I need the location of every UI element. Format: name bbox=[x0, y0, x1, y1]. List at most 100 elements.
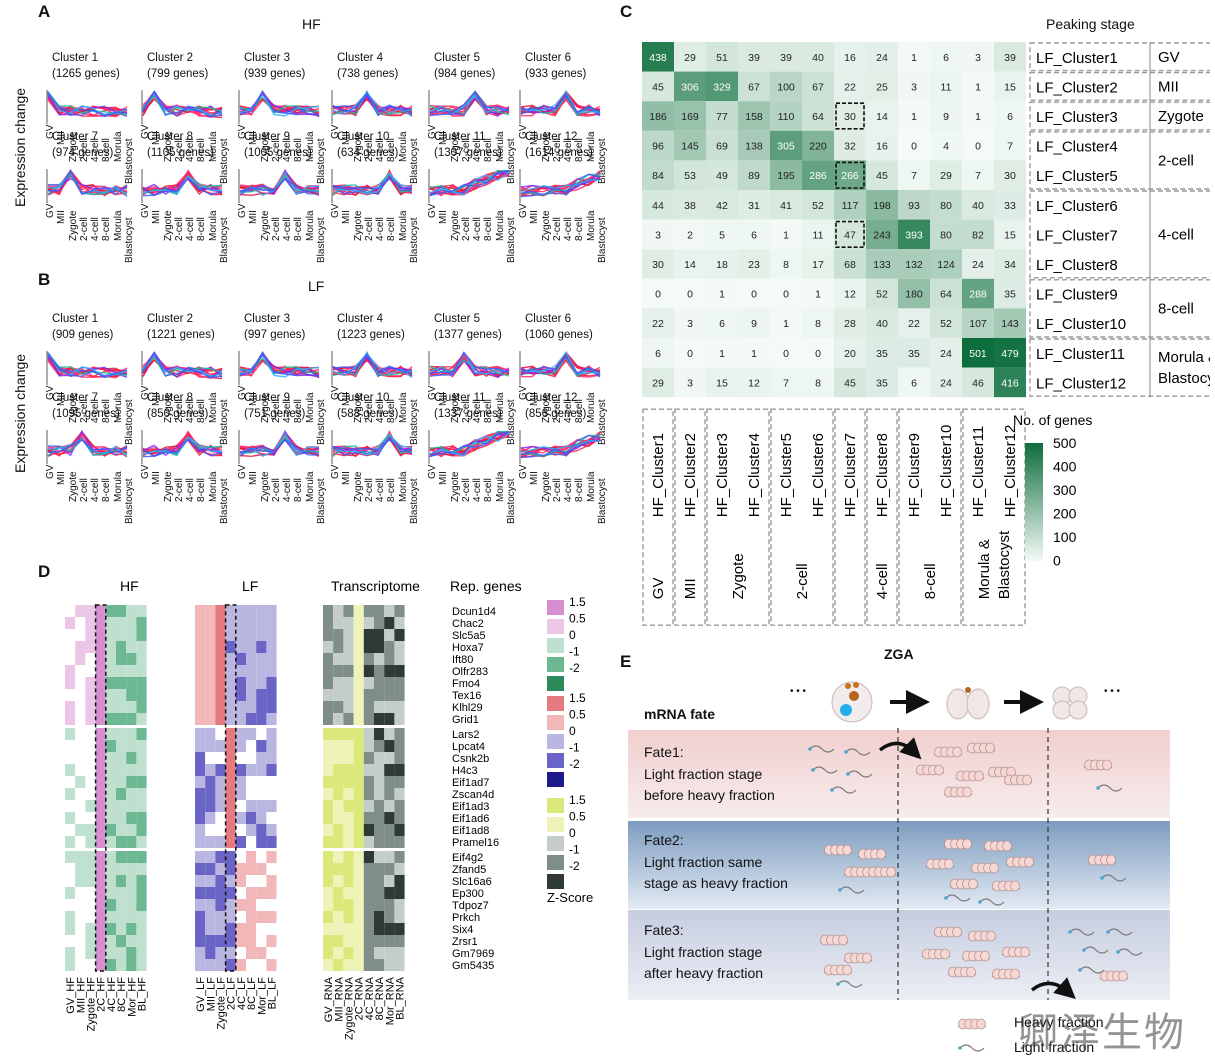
zscore-cell bbox=[215, 875, 226, 887]
heatmap-cell bbox=[738, 42, 770, 72]
lf-stage-tick: 8-cell bbox=[483, 477, 495, 502]
zscore-cell bbox=[374, 677, 385, 689]
zscore-col-label: BL_LF bbox=[267, 977, 279, 1010]
zscore-cell bbox=[105, 605, 116, 617]
heatmap-cell-value: 0 bbox=[783, 289, 789, 301]
zscore-cell bbox=[65, 923, 76, 935]
heavy-fraction-icon bbox=[843, 952, 873, 964]
lf-stage-tick: 4-cell bbox=[90, 477, 102, 502]
zscore-cell bbox=[333, 800, 344, 812]
lf-cluster-5-plot bbox=[428, 351, 510, 385]
zscore-cell bbox=[126, 617, 137, 629]
zscore-cell bbox=[235, 887, 246, 899]
zscore-cell bbox=[323, 812, 334, 824]
lf-stage-tick: 2-cell bbox=[551, 477, 563, 502]
zscore-cell bbox=[136, 629, 147, 641]
zscore-cell bbox=[105, 665, 116, 677]
zscore-cell bbox=[323, 629, 334, 641]
hf-cluster-1-plot bbox=[46, 90, 128, 124]
zscore-cell bbox=[195, 605, 206, 617]
heavy-fraction-icon bbox=[983, 840, 1013, 852]
zscore-cell bbox=[374, 863, 385, 875]
col-stage-label: Zygote bbox=[730, 553, 747, 599]
zscore-cell bbox=[215, 776, 226, 788]
heatmap-cell-value: 107 bbox=[969, 318, 987, 330]
hf-cluster-genes: (1105 genes) bbox=[147, 147, 214, 159]
lf-stage-tick: 8-cell bbox=[386, 477, 398, 502]
hf-stage-tick: Morula bbox=[397, 210, 409, 241]
legend-tick: 300 bbox=[1053, 482, 1077, 498]
zscore-cell bbox=[225, 677, 236, 689]
lf-stage-tick: Morula bbox=[397, 471, 409, 502]
heavy-fraction-icon bbox=[823, 964, 853, 976]
lf-stage-tick: MII bbox=[151, 470, 163, 485]
zscore-cell bbox=[374, 629, 385, 641]
hf-cluster-genes: (974 genes) bbox=[52, 147, 114, 159]
light-fraction-icon bbox=[1078, 966, 1105, 974]
zscore-cell bbox=[266, 935, 277, 947]
zscore-col-label: Zygote_HF bbox=[86, 977, 98, 1032]
zscore-cell bbox=[246, 947, 257, 959]
zscore-cell bbox=[323, 653, 334, 665]
heatmap-cell bbox=[930, 101, 962, 131]
light-fraction-icon bbox=[808, 745, 835, 753]
zscore-cell bbox=[225, 617, 236, 629]
zscore-cell bbox=[205, 617, 216, 629]
zscore-cell bbox=[256, 752, 267, 764]
zscore-cell bbox=[235, 701, 246, 713]
heatmap-cell-value: 38 bbox=[684, 200, 696, 212]
lf-cluster-8-label: Cluster 8 (850 genes) bbox=[147, 390, 208, 422]
zscore-cell bbox=[374, 959, 385, 971]
heatmap-cell-value: 438 bbox=[649, 52, 667, 64]
heatmap-cell-value: 64 bbox=[940, 289, 952, 301]
heatmap-cell-value: 82 bbox=[972, 229, 984, 241]
heatmap-cell bbox=[802, 42, 834, 72]
heatmap-cell bbox=[802, 249, 834, 279]
hf-stage-tick: 4-cell bbox=[185, 216, 197, 241]
heatmap-cell bbox=[866, 278, 898, 309]
zscore-cell bbox=[353, 887, 364, 899]
gene-label: Gm7969 bbox=[452, 948, 494, 960]
zscore-cell bbox=[105, 836, 116, 848]
hf-cluster-7-plot bbox=[46, 169, 128, 203]
zscore-cell bbox=[85, 836, 96, 848]
zscore-cell bbox=[65, 764, 76, 776]
zscore-cell bbox=[95, 824, 106, 836]
zscore-cell bbox=[256, 947, 267, 959]
zscore-cell bbox=[323, 641, 334, 653]
zscore-cell bbox=[246, 629, 257, 641]
zscore-cell bbox=[85, 653, 96, 665]
zscore-cell bbox=[363, 899, 374, 911]
zscore-cell bbox=[85, 629, 96, 641]
zscore-cell bbox=[256, 851, 267, 863]
zscore-cell bbox=[65, 629, 76, 641]
zscore-cell bbox=[333, 752, 344, 764]
lf-stage-tick: Zygote bbox=[67, 471, 79, 502]
zscore-cell bbox=[394, 605, 405, 617]
zscore-cell bbox=[95, 740, 106, 752]
zscore-cell bbox=[126, 911, 137, 923]
zscore-cell bbox=[65, 800, 76, 812]
zscore-cell bbox=[95, 851, 106, 863]
legend-tick: 100 bbox=[1053, 529, 1077, 545]
lf-stage-tick: Zygote bbox=[259, 471, 271, 502]
heatmap-cell-value: 393 bbox=[905, 229, 923, 241]
zscore-cell bbox=[384, 887, 395, 899]
zscore-cell bbox=[95, 764, 106, 776]
zscore-cell bbox=[225, 740, 236, 752]
heatmap-cell-value: 329 bbox=[713, 81, 731, 93]
zscore-col-label: Zygote_RNA bbox=[344, 976, 356, 1040]
zscore-cell bbox=[394, 788, 405, 800]
zscore-cell bbox=[343, 605, 354, 617]
zscore-cell bbox=[384, 617, 395, 629]
lf-cluster-9-label: Cluster 9 (751 genes) bbox=[244, 390, 305, 422]
zscore-cell bbox=[205, 605, 216, 617]
zscore-cell bbox=[394, 887, 405, 899]
heatmap-cell-value: 14 bbox=[876, 111, 888, 123]
zygote-icon bbox=[831, 681, 873, 723]
zscore-cell bbox=[374, 689, 385, 701]
zscore-cell bbox=[105, 959, 116, 971]
heavy-fraction-icon bbox=[949, 878, 979, 890]
heatmap-cell bbox=[898, 249, 930, 279]
zscore-legend-tick: 1.5 bbox=[569, 691, 586, 705]
